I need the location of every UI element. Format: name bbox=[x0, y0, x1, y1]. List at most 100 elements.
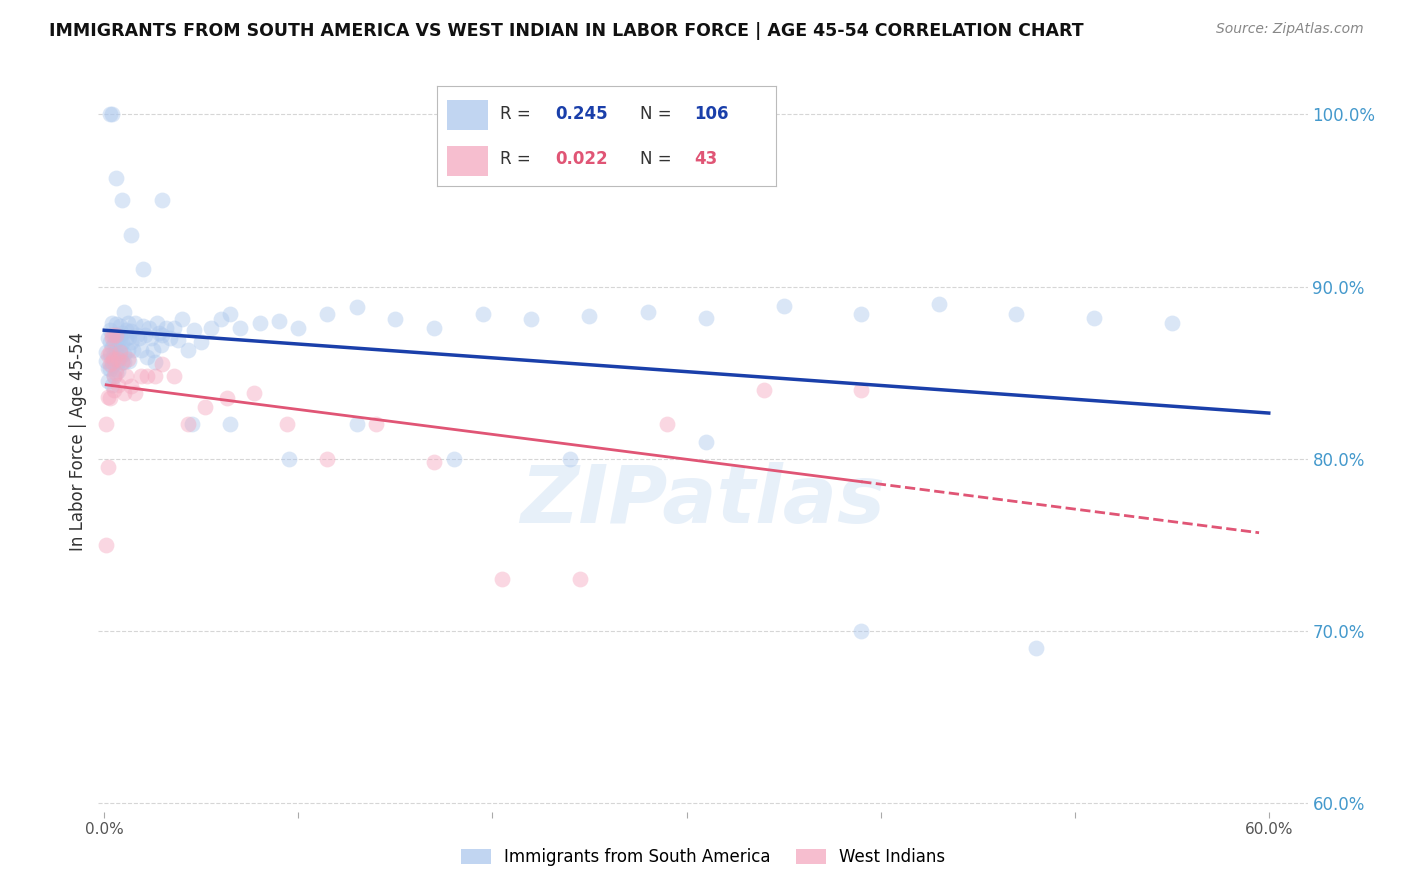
Point bbox=[107, 355, 129, 369]
Point bbox=[107, 351, 129, 366]
Point bbox=[423, 455, 446, 469]
Point bbox=[101, 107, 124, 121]
Point bbox=[176, 343, 198, 358]
Point bbox=[118, 329, 141, 343]
Point bbox=[97, 390, 120, 404]
Point bbox=[111, 336, 134, 351]
Point bbox=[104, 366, 127, 380]
Point bbox=[120, 334, 142, 349]
Point bbox=[142, 343, 165, 358]
Point bbox=[520, 312, 543, 326]
Point bbox=[101, 340, 124, 354]
Point bbox=[143, 355, 166, 369]
Point bbox=[103, 383, 125, 397]
Point bbox=[471, 307, 494, 321]
Legend: Immigrants from South America, West Indians: Immigrants from South America, West Indi… bbox=[454, 842, 952, 873]
Text: IMMIGRANTS FROM SOUTH AMERICA VS WEST INDIAN IN LABOR FORCE | AGE 45-54 CORRELAT: IMMIGRANTS FROM SOUTH AMERICA VS WEST IN… bbox=[49, 22, 1084, 40]
Point bbox=[107, 364, 129, 378]
Point bbox=[97, 360, 120, 375]
Point bbox=[242, 386, 264, 401]
Point bbox=[108, 331, 131, 345]
Point bbox=[114, 323, 136, 337]
Point bbox=[128, 331, 150, 345]
Point bbox=[104, 343, 127, 358]
Point bbox=[215, 392, 238, 406]
Point bbox=[491, 572, 513, 586]
Point bbox=[170, 312, 193, 326]
Point bbox=[180, 417, 202, 432]
Point bbox=[98, 357, 121, 371]
Point bbox=[138, 321, 160, 335]
Point bbox=[98, 392, 121, 406]
Point bbox=[101, 355, 124, 369]
Point bbox=[637, 305, 659, 319]
Y-axis label: In Labor Force | Age 45-54: In Labor Force | Age 45-54 bbox=[69, 332, 87, 551]
Point bbox=[96, 538, 118, 552]
Point bbox=[346, 417, 368, 432]
Point bbox=[117, 351, 139, 366]
Point bbox=[190, 334, 212, 349]
Point bbox=[98, 107, 121, 121]
Point bbox=[112, 355, 135, 369]
Point bbox=[655, 417, 678, 432]
Point bbox=[316, 451, 339, 466]
Point bbox=[104, 327, 127, 342]
Point bbox=[101, 377, 124, 392]
Point bbox=[120, 324, 142, 338]
Point bbox=[276, 417, 298, 432]
Point bbox=[124, 316, 146, 330]
Point bbox=[96, 353, 118, 368]
Point bbox=[97, 348, 120, 362]
Point bbox=[277, 451, 299, 466]
Point bbox=[103, 369, 125, 384]
Point bbox=[98, 362, 121, 376]
Point bbox=[155, 321, 177, 335]
Point bbox=[98, 348, 121, 362]
Point bbox=[127, 327, 149, 342]
Point bbox=[96, 417, 118, 432]
Point bbox=[134, 327, 156, 342]
Point bbox=[103, 355, 125, 369]
Point bbox=[346, 300, 368, 314]
Point bbox=[145, 316, 167, 330]
Point bbox=[851, 383, 873, 397]
Point bbox=[104, 362, 127, 376]
Point bbox=[129, 343, 152, 358]
Point bbox=[1160, 316, 1182, 330]
Point bbox=[103, 336, 125, 351]
Point bbox=[111, 355, 134, 369]
Point bbox=[928, 297, 950, 311]
Point bbox=[103, 348, 125, 362]
Point bbox=[112, 386, 135, 401]
Point bbox=[209, 312, 232, 326]
Point bbox=[148, 326, 170, 340]
Point bbox=[104, 318, 127, 332]
Point bbox=[851, 307, 873, 321]
Point bbox=[122, 343, 145, 358]
Point bbox=[152, 327, 174, 342]
Point bbox=[176, 417, 198, 432]
Point bbox=[104, 171, 127, 186]
Point bbox=[267, 314, 290, 328]
Point bbox=[443, 451, 465, 466]
Point bbox=[772, 299, 794, 313]
Point bbox=[107, 331, 129, 345]
Point bbox=[1083, 310, 1105, 325]
Point bbox=[108, 345, 131, 359]
Point bbox=[249, 316, 271, 330]
Point bbox=[108, 319, 131, 334]
Point bbox=[558, 451, 581, 466]
Point bbox=[101, 316, 124, 330]
Point bbox=[101, 331, 124, 345]
Point bbox=[1005, 307, 1028, 321]
Text: ZIPatlas: ZIPatlas bbox=[520, 462, 886, 540]
Point bbox=[851, 624, 873, 638]
Point bbox=[167, 333, 190, 347]
Point bbox=[108, 350, 131, 364]
Point bbox=[200, 321, 222, 335]
Point bbox=[124, 386, 146, 401]
Point bbox=[97, 374, 120, 388]
Point bbox=[98, 345, 121, 359]
Point bbox=[159, 331, 181, 345]
Point bbox=[96, 345, 118, 359]
